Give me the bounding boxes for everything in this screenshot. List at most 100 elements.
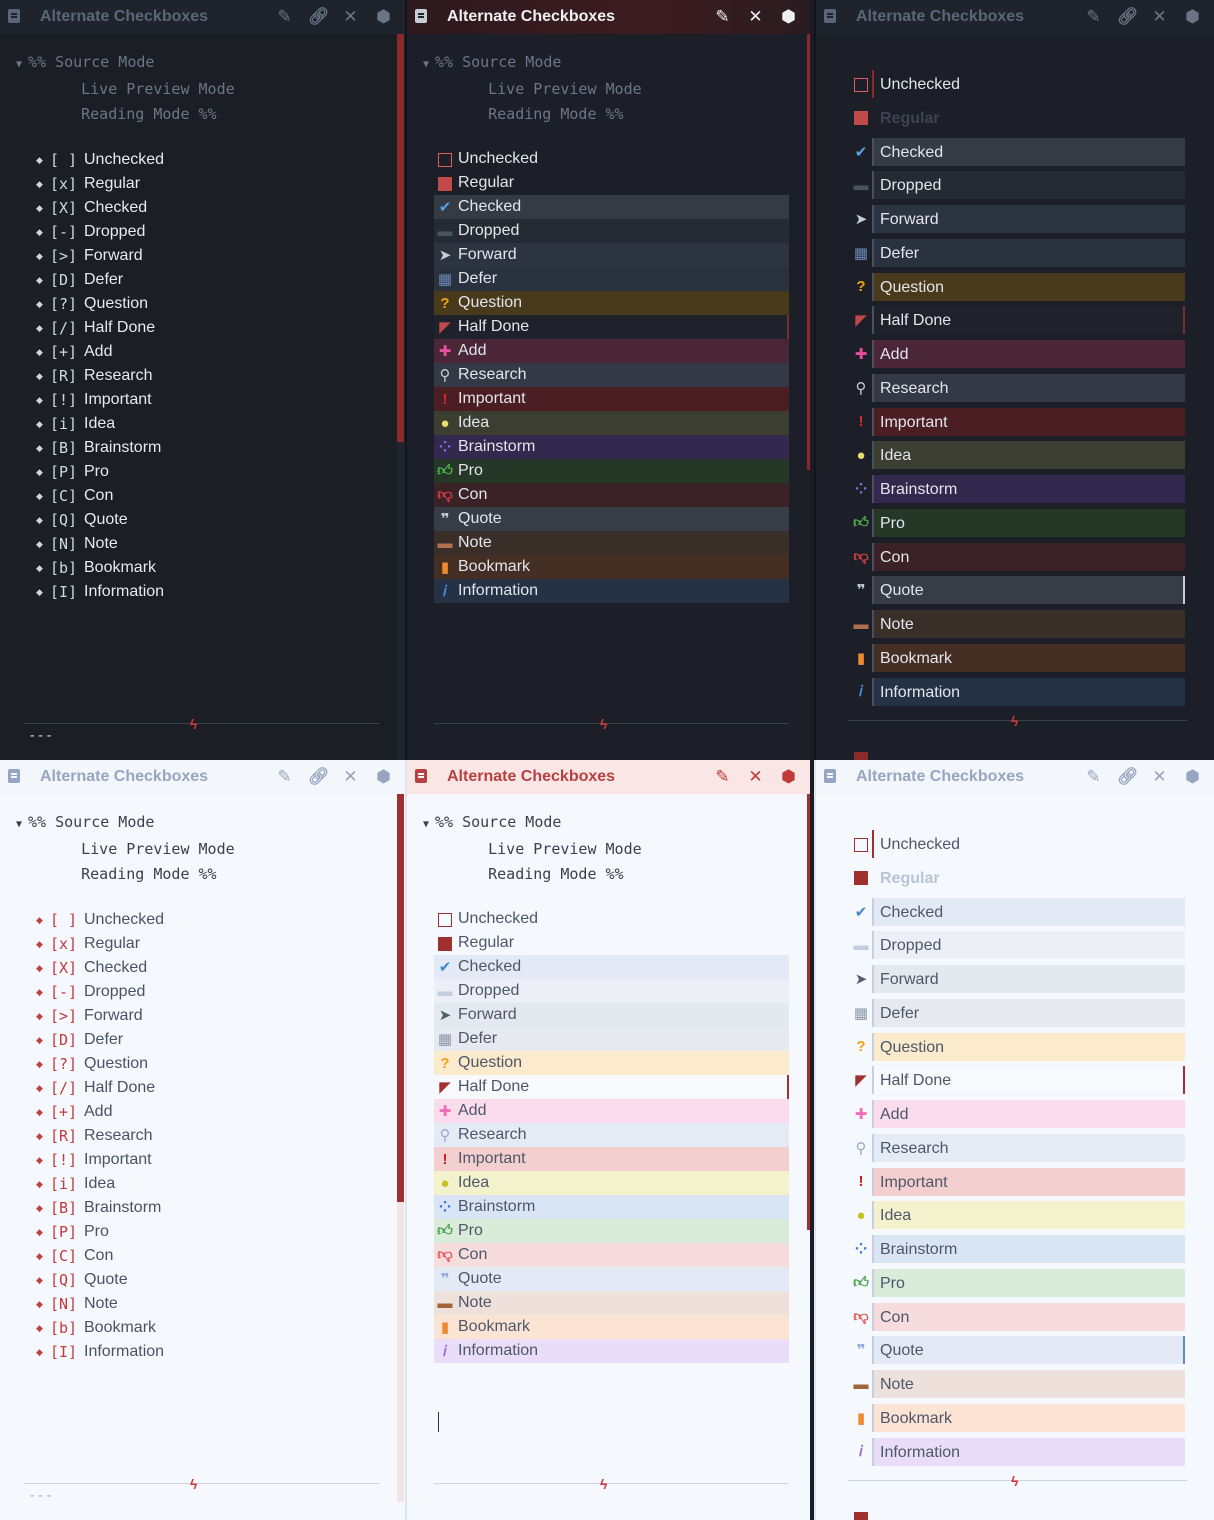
forward-icon[interactable]: ➤ bbox=[854, 971, 868, 988]
task-item[interactable]: ⚲ Research bbox=[850, 1133, 1185, 1162]
task-item[interactable]: ❞ Quote bbox=[434, 1267, 789, 1291]
thumbs-up-icon[interactable]: 👍︎ bbox=[437, 462, 453, 479]
task-item[interactable]: ✔ Checked bbox=[850, 897, 1185, 926]
fold-icon[interactable]: ▼ bbox=[16, 59, 23, 70]
edit-icon[interactable]: ✎ bbox=[277, 7, 292, 26]
quote-icon[interactable]: ❞ bbox=[440, 1271, 450, 1288]
task-item[interactable]: ? Question bbox=[434, 1051, 789, 1075]
comment-block[interactable]: ▼ %% Source Mode Live Preview Mode Readin… bbox=[423, 50, 642, 127]
edit-icon[interactable]: ✎ bbox=[1086, 7, 1101, 26]
brainstorm-icon[interactable]: ⁘ bbox=[854, 481, 868, 498]
task-item[interactable]: Regular bbox=[434, 171, 789, 195]
task-item[interactable]: ▬ Dropped bbox=[850, 931, 1185, 960]
check-icon[interactable]: ✔ bbox=[438, 959, 452, 976]
exclamation-icon[interactable]: ! bbox=[442, 390, 448, 408]
brainstorm-icon[interactable]: ⁘ bbox=[438, 1199, 452, 1216]
list-item[interactable]: ◆ [i] Idea bbox=[36, 1172, 164, 1196]
search-icon[interactable]: ⚲ bbox=[855, 379, 867, 397]
comment-block[interactable]: ▼ %% Source Mode Live Preview Mode Readin… bbox=[423, 810, 642, 887]
scrollbar[interactable] bbox=[397, 34, 404, 442]
settings-icon[interactable]: ⬢ bbox=[1185, 7, 1200, 26]
list-item[interactable]: ◆ [N] Note bbox=[36, 1292, 164, 1316]
task-item[interactable]: Regular bbox=[850, 864, 1185, 892]
quote-icon[interactable]: ❞ bbox=[856, 1342, 866, 1360]
thumbs-down-icon[interactable]: 👎︎ bbox=[437, 1246, 453, 1263]
note-icon[interactable]: ▬ bbox=[437, 534, 453, 552]
plus-icon[interactable]: ✚ bbox=[438, 1103, 452, 1120]
half-done-icon[interactable]: ◤ bbox=[855, 1072, 867, 1090]
filled-box-icon[interactable] bbox=[850, 869, 872, 886]
scrollbar[interactable] bbox=[807, 794, 810, 1230]
thumbs-down-icon[interactable]: 👎︎ bbox=[437, 486, 453, 503]
calendar-icon[interactable]: ▦ bbox=[853, 1004, 869, 1022]
list-item[interactable]: ◆ [Q] Quote bbox=[36, 508, 164, 532]
list-item[interactable]: ◆ [Q] Quote bbox=[36, 1268, 164, 1292]
pane-header[interactable]: Alternate Checkboxes ✎ 🔗︎ ✕ ⬢ bbox=[816, 760, 1214, 794]
task-item[interactable]: ▬ Note bbox=[850, 610, 1185, 638]
plus-icon[interactable]: ✚ bbox=[854, 1106, 868, 1123]
task-item[interactable]: ! Important bbox=[434, 387, 789, 411]
task-item[interactable]: ◤ Half Done bbox=[850, 306, 1185, 335]
question-icon[interactable]: ? bbox=[856, 278, 866, 295]
quote-icon[interactable]: ❞ bbox=[440, 511, 450, 528]
question-icon[interactable]: ? bbox=[440, 1054, 450, 1072]
plus-icon[interactable]: ✚ bbox=[438, 343, 452, 360]
check-icon[interactable]: ✔ bbox=[438, 199, 452, 216]
fold-icon[interactable]: ▼ bbox=[423, 819, 430, 830]
list-item[interactable]: ◆ [!] Important bbox=[36, 388, 164, 412]
list-item[interactable]: ◆ [B] Brainstorm bbox=[36, 1196, 164, 1220]
thumbs-down-icon[interactable]: 👎︎ bbox=[853, 1307, 869, 1325]
thumbs-up-icon[interactable]: 👍︎ bbox=[853, 1273, 869, 1291]
empty-box-icon[interactable] bbox=[850, 836, 872, 853]
info-icon[interactable]: 𝑖 bbox=[443, 1342, 447, 1360]
list-item[interactable]: ◆ [-] Dropped bbox=[36, 980, 164, 1004]
list-item[interactable]: ◆ [>] Forward bbox=[36, 244, 164, 268]
task-item[interactable]: 𝑖 Information bbox=[850, 1437, 1185, 1466]
filled-box-icon[interactable] bbox=[434, 175, 456, 192]
task-item[interactable]: ! Important bbox=[850, 1167, 1185, 1196]
task-item[interactable]: ▦ Defer bbox=[434, 267, 789, 291]
note-icon[interactable]: ▬ bbox=[437, 1294, 453, 1312]
settings-icon[interactable]: ⬢ bbox=[1185, 767, 1200, 786]
task-item[interactable]: ▮ Bookmark bbox=[850, 643, 1185, 672]
lightbulb-icon[interactable]: ● bbox=[440, 414, 450, 432]
edit-icon[interactable]: ✎ bbox=[1086, 767, 1101, 786]
forward-icon[interactable]: ➤ bbox=[438, 247, 452, 264]
forward-icon[interactable]: ➤ bbox=[854, 211, 868, 228]
task-item[interactable]: ⁘ Brainstorm bbox=[434, 435, 789, 459]
list-item[interactable]: ◆ [/] Half Done bbox=[36, 316, 164, 340]
task-item[interactable]: ◤ Half Done bbox=[434, 315, 789, 339]
list-item[interactable]: ◆ [R] Research bbox=[36, 364, 164, 388]
list-item[interactable]: ◆ [ ] Unchecked bbox=[36, 148, 164, 172]
task-item[interactable]: ▬ Note bbox=[434, 531, 789, 555]
exclamation-icon[interactable]: ! bbox=[442, 1150, 448, 1168]
lightbulb-icon[interactable]: ● bbox=[856, 446, 866, 464]
task-item[interactable]: 👍︎ Pro bbox=[434, 459, 789, 483]
pane-header[interactable]: Alternate Checkboxes ✎ 🔗︎ ✕ ⬢ bbox=[816, 0, 1214, 34]
task-item[interactable]: 👍︎ Pro bbox=[850, 1268, 1185, 1297]
list-item[interactable]: ◆ [R] Research bbox=[36, 1124, 164, 1148]
info-icon[interactable]: 𝑖 bbox=[443, 582, 447, 600]
pane-header[interactable]: Alternate Checkboxes ✎ ✕ ⬢ bbox=[407, 0, 810, 34]
info-icon[interactable]: 𝑖 bbox=[859, 1443, 863, 1460]
task-item[interactable]: Unchecked bbox=[850, 70, 1185, 98]
task-item[interactable]: Unchecked bbox=[434, 147, 789, 171]
list-item[interactable]: ◆ [>] Forward bbox=[36, 1004, 164, 1028]
list-item[interactable]: ◆ [i] Idea bbox=[36, 412, 164, 436]
list-item[interactable]: ◆ [N] Note bbox=[36, 532, 164, 556]
close-icon[interactable]: ✕ bbox=[343, 767, 358, 786]
bookmark-icon[interactable]: ▮ bbox=[856, 649, 866, 667]
search-icon[interactable]: ⚲ bbox=[439, 1127, 451, 1144]
link-icon[interactable]: 🔗︎ bbox=[308, 767, 330, 786]
exclamation-icon[interactable]: ! bbox=[858, 1173, 864, 1190]
lightbulb-icon[interactable]: ● bbox=[856, 1206, 866, 1224]
pane-header[interactable]: Alternate Checkboxes ✎ ✕ ⬢ bbox=[407, 760, 810, 794]
plus-icon[interactable]: ✚ bbox=[854, 346, 868, 363]
task-item[interactable]: ● Idea bbox=[434, 1171, 789, 1195]
task-item[interactable]: ⁘ Brainstorm bbox=[850, 475, 1185, 503]
list-item[interactable]: ◆ [P] Pro bbox=[36, 1220, 164, 1244]
task-item[interactable]: Regular bbox=[434, 931, 789, 955]
list-item[interactable]: ◆ [?] Question bbox=[36, 1052, 164, 1076]
list-item[interactable]: ◆ [I] Information bbox=[36, 1340, 164, 1364]
task-item[interactable]: 👍︎ Pro bbox=[434, 1219, 789, 1243]
